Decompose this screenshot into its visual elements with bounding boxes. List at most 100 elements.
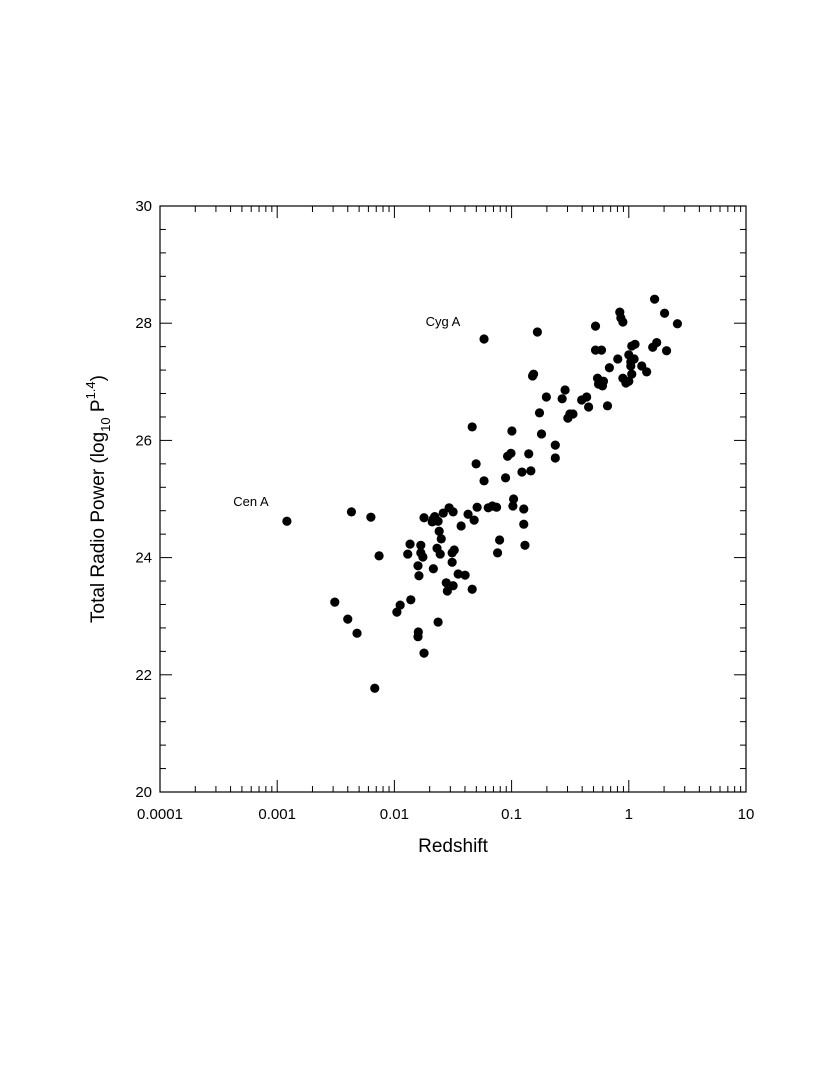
- data-point: [460, 570, 470, 580]
- data-point: [508, 501, 518, 511]
- data-point: [506, 448, 516, 458]
- data-point: [536, 429, 547, 439]
- data-point: [534, 408, 545, 418]
- y-axis-title: Total Radio Power (log10 P1.4): [83, 375, 113, 623]
- data-point: [519, 504, 529, 514]
- data-point: [343, 614, 353, 624]
- data-point: [419, 513, 429, 523]
- data-point: [624, 376, 634, 386]
- data-point: [413, 561, 423, 571]
- data-point: [463, 509, 473, 519]
- data-point: [568, 409, 578, 419]
- data-point: [550, 440, 560, 450]
- annotation: Cen A: [233, 494, 269, 509]
- data-point: [627, 369, 637, 379]
- y-tick-label: 22: [135, 667, 152, 684]
- data-point: [479, 334, 489, 344]
- data-point: [453, 569, 463, 579]
- y-tick-label: 28: [135, 315, 152, 332]
- x-tick-label: 0.01: [380, 806, 409, 823]
- data-point: [507, 426, 517, 436]
- y-tick-label: 24: [135, 550, 152, 567]
- data-point: [428, 564, 438, 574]
- data-point: [366, 512, 376, 522]
- data-point: [448, 507, 458, 517]
- data-point: [557, 394, 567, 404]
- data-point: [467, 584, 477, 594]
- x-tick-label: 1: [625, 806, 633, 823]
- data-point: [602, 401, 613, 411]
- data-point: [528, 369, 539, 379]
- data-point: [517, 467, 527, 477]
- data-point: [508, 494, 519, 504]
- data-point: [630, 339, 640, 349]
- data-point: [456, 521, 466, 531]
- x-tick-label: 10: [738, 806, 755, 823]
- data-point: [448, 581, 458, 591]
- data-point: [659, 308, 670, 318]
- data-point: [500, 473, 511, 483]
- data-point: [541, 392, 551, 402]
- data-point: [282, 516, 292, 526]
- data-point: [618, 317, 628, 327]
- data-point: [604, 363, 614, 373]
- x-tick-label: 0.1: [501, 806, 522, 823]
- annotation: Cyg A: [426, 314, 461, 329]
- data-point: [582, 392, 592, 402]
- data-point: [524, 449, 534, 459]
- x-tick-label: 0.001: [258, 806, 296, 823]
- data-point: [441, 578, 451, 588]
- x-tick-label: 0.0001: [137, 806, 183, 823]
- data-point: [532, 327, 542, 337]
- data-point: [598, 376, 609, 386]
- data-point: [449, 545, 459, 555]
- data-point: [590, 321, 601, 331]
- data-point: [447, 557, 457, 567]
- data-point: [414, 571, 424, 581]
- data-point: [467, 422, 477, 432]
- y-title-mid: P: [88, 399, 109, 417]
- y-title-sup: 1.4: [83, 381, 98, 399]
- data-point: [436, 534, 446, 544]
- data-point: [433, 617, 443, 627]
- data-point: [419, 648, 429, 658]
- data-point: [560, 385, 570, 395]
- data-point: [405, 539, 415, 549]
- data-point: [519, 519, 529, 529]
- data-point: [642, 367, 652, 377]
- data-point: [495, 535, 505, 545]
- data-point: [435, 549, 445, 559]
- data-point: [520, 540, 530, 550]
- data-point: [584, 402, 594, 412]
- data-point: [395, 600, 405, 610]
- data-point: [413, 627, 423, 637]
- data-point: [438, 508, 448, 518]
- y-tick-label: 30: [135, 198, 152, 215]
- data-point: [403, 549, 413, 559]
- data-point: [392, 607, 402, 617]
- y-tick-label: 20: [135, 784, 152, 801]
- data-point: [596, 345, 607, 355]
- data-point: [661, 346, 672, 356]
- data-point: [613, 354, 623, 364]
- data-point: [629, 354, 639, 364]
- data-point: [370, 683, 380, 693]
- data-point: [672, 319, 683, 329]
- data-point: [352, 628, 362, 638]
- y-title-end: ): [88, 375, 109, 381]
- data-point: [526, 466, 536, 476]
- data-point: [652, 337, 662, 348]
- data-point: [491, 502, 502, 512]
- data-point: [492, 548, 503, 558]
- y-tick-label: 26: [135, 432, 152, 449]
- data-point: [433, 516, 443, 526]
- data-point: [416, 540, 426, 550]
- y-title-main: Total Radio Power (log: [88, 432, 109, 623]
- y-title-sub: 10: [98, 417, 113, 431]
- x-axis-title: Redshift: [418, 836, 488, 857]
- data-point: [472, 502, 482, 512]
- data-point: [330, 597, 340, 607]
- data-point: [471, 459, 481, 469]
- data-point: [406, 595, 416, 605]
